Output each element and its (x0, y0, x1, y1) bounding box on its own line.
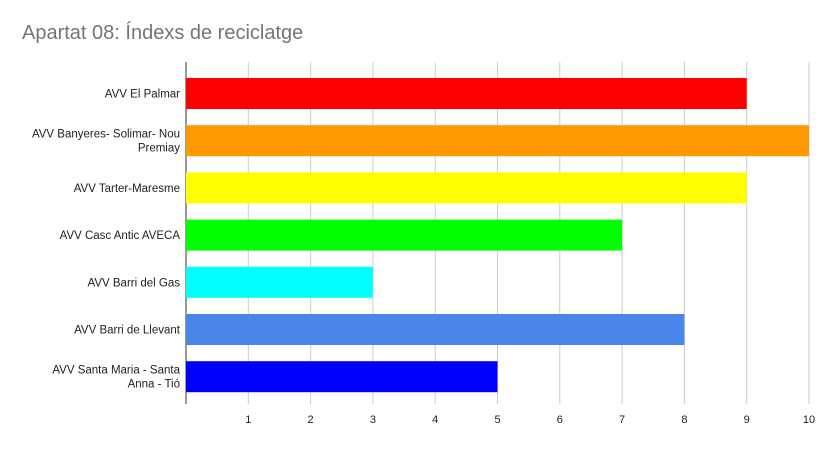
bar (186, 172, 747, 204)
category-label: AVV Barri del Gas (88, 277, 181, 289)
x-tick-label: 9 (744, 414, 750, 426)
x-tick-label: 8 (681, 414, 687, 426)
bar (186, 219, 623, 251)
x-tick-label: 5 (494, 414, 500, 426)
category-label: AVV Santa Maria - Santa (52, 365, 180, 377)
x-tick-label: 4 (432, 414, 438, 426)
bar (186, 361, 498, 393)
x-tick-label: 6 (557, 414, 563, 426)
chart-title: Apartat 08: Índexs de reciclatge (22, 22, 304, 44)
x-tick-label: 7 (619, 414, 625, 426)
category-label: AVV El Palmar (105, 89, 180, 101)
x-tick-label: 1 (245, 414, 251, 426)
bar (186, 125, 809, 157)
category-label: AVV Barri de Llevant (74, 325, 181, 337)
bars (186, 78, 809, 393)
category-label: Premiay (138, 143, 180, 155)
category-label: AVV Tarter-Maresme (74, 183, 180, 195)
x-tick-label: 2 (308, 414, 314, 426)
category-label: AVV Banyeres- Solimar- Nou (32, 129, 180, 141)
x-tick-label: 10 (803, 414, 815, 426)
x-tick-labels: 1 2 3 4 5 6 7 8 9 10 (245, 414, 815, 426)
bar (186, 266, 373, 298)
bar (186, 78, 747, 109)
x-tick-label: 3 (370, 414, 376, 426)
category-label: Anna - Tió (128, 379, 180, 391)
bar (186, 314, 685, 345)
category-labels: AVV El Palmar AVV Banyeres- Solimar- Nou P… (32, 89, 181, 391)
category-label: AVV Casc Antic AVECA (60, 230, 181, 242)
